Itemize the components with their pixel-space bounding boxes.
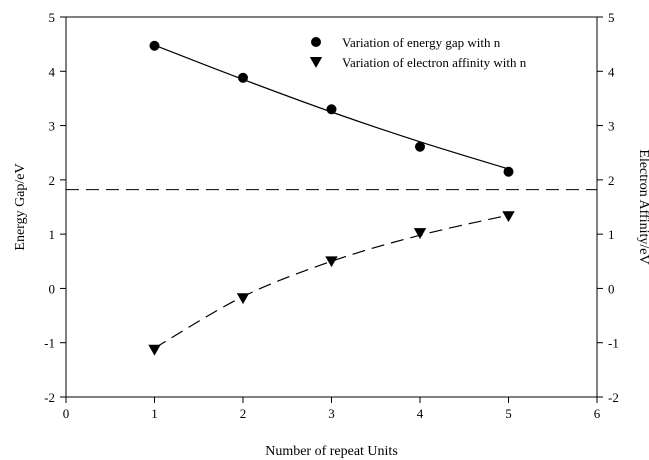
y-right-tick-label: 0 (608, 281, 615, 296)
y-right-tick-label: 1 (608, 227, 615, 242)
y-right-tick-label: 4 (608, 64, 615, 79)
data-point-series-1 (326, 104, 337, 115)
legend-marker-series-2 (309, 57, 323, 68)
data-point-series-1 (503, 166, 514, 177)
data-point-series-1 (238, 72, 248, 83)
legend: Variation of energy gap with n Variation … (309, 35, 527, 70)
data-point-series-2 (236, 293, 250, 305)
x-tick-label: 4 (417, 406, 424, 421)
y-left-tick-label: 2 (49, 173, 56, 188)
data-point-series-2 (413, 228, 427, 239)
y-left-tick-label: -2 (44, 390, 55, 405)
axis-ticks: 0 1 2 3 4 5 6 -2 -1 0 1 2 3 4 5 -2 -1 0 1 2 3 4 5 (44, 10, 619, 421)
x-tick-label: 0 (63, 406, 70, 421)
y-left-tick-label: -1 (44, 336, 55, 351)
y-right-tick-label: 3 (608, 119, 615, 134)
y-axis-left-title: Energy Gap/eV (13, 163, 28, 250)
y-right-tick-label: 5 (608, 10, 615, 25)
data-point-series-2 (325, 256, 338, 268)
data-point-series-1 (415, 141, 425, 152)
y-axis-right-title: Electron Affinity/eV (636, 149, 649, 264)
y-right-tick-label: -1 (608, 336, 619, 351)
fit-line-series-2 (154, 214, 509, 349)
y-left-tick-label: 5 (49, 10, 56, 25)
x-tick-label: 6 (594, 406, 601, 421)
legend-marker-series-1 (311, 37, 321, 47)
y-left-tick-label: 1 (49, 227, 56, 242)
x-tick-label: 3 (328, 406, 335, 421)
data-point-series-2 (502, 211, 515, 223)
x-tick-label: 1 (151, 406, 158, 421)
data-markers (148, 40, 515, 356)
plot-frame (65, 16, 598, 398)
x-tick-label: 5 (505, 406, 512, 421)
plot-area (65, 16, 598, 398)
y-left-tick-label: 0 (49, 281, 56, 296)
y-right-tick-label: 2 (608, 173, 615, 188)
x-axis-title: Number of repeat Units (265, 444, 398, 459)
data-point-series-2 (148, 344, 161, 356)
y-left-tick-label: 3 (49, 119, 56, 134)
legend-label-series-2: Variation of electron affinity with n (342, 55, 527, 70)
x-tick-label: 2 (240, 406, 247, 421)
legend-label-series-1: Variation of energy gap with n (342, 35, 501, 50)
y-right-tick-label: -2 (608, 390, 619, 405)
fit-lines (154, 44, 509, 349)
data-point-series-1 (149, 40, 160, 51)
y-left-tick-label: 4 (49, 64, 56, 79)
